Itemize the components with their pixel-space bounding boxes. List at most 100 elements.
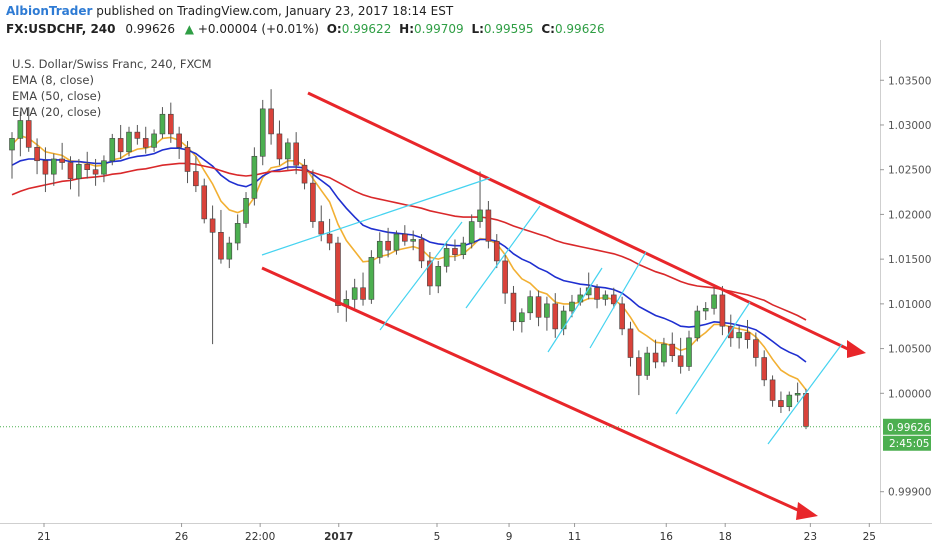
candle-body: [519, 312, 525, 323]
x-tick-label: 18: [719, 531, 732, 543]
candle-body: [535, 296, 542, 318]
cyan-trend-line: [547, 267, 603, 353]
cyan-trend-line: [589, 251, 647, 349]
candle-body: [259, 108, 266, 157]
candle-body: [393, 233, 400, 251]
candle-body: [117, 138, 124, 153]
x-tick-label: 9: [506, 531, 513, 543]
x-tick-label: 16: [660, 531, 674, 543]
legend-ema50[interactable]: EMA (50, close): [12, 89, 102, 103]
candle-body: [360, 287, 366, 300]
candle-body: [168, 113, 174, 135]
candle-body: [552, 303, 559, 330]
last-price: 0.99626: [125, 22, 175, 36]
candle-body: [694, 310, 701, 339]
candle-body: [560, 310, 567, 330]
symbol-label: FX:USDCHF, 240: [6, 22, 116, 36]
y-tick-label: 1.03500: [888, 75, 931, 87]
candle-body: [92, 169, 99, 175]
candle-body: [669, 343, 676, 357]
last-price-label-box: [883, 418, 931, 435]
candle-body: [368, 257, 375, 300]
published-text: published on TradingView.com, January 23…: [96, 4, 454, 18]
candle-body: [493, 240, 500, 262]
candle-body: [310, 182, 316, 222]
open-value: 0.99622: [341, 22, 392, 36]
open-key: O:: [326, 22, 342, 36]
candle-body: [736, 332, 742, 339]
candle-body: [109, 138, 116, 162]
legend-ema20[interactable]: EMA (20, close): [12, 105, 102, 119]
candle-body: [602, 294, 609, 300]
y-tick-label: 1.02500: [888, 165, 931, 177]
candle-body: [385, 240, 391, 251]
countdown-label-box: [883, 435, 931, 451]
candle-body: [610, 294, 617, 305]
y-tick-label: 0.99900: [888, 487, 931, 499]
candle-body: [276, 133, 283, 160]
close-value: 0.99626: [554, 22, 605, 36]
candle-body: [376, 240, 383, 258]
candle-body: [184, 147, 191, 172]
candle-body: [17, 120, 24, 139]
up-arrow-icon: ▲: [184, 22, 195, 36]
ema20-line: [11, 147, 807, 363]
candle-body: [711, 294, 717, 309]
candle-body: [510, 292, 517, 323]
candle-body: [76, 164, 82, 179]
candle-body: [285, 142, 291, 160]
candle-body: [201, 185, 208, 220]
candle-body: [34, 147, 40, 162]
cyan-trend-line: [767, 343, 843, 445]
candle-body: [435, 265, 442, 287]
x-tick-label: 23: [804, 531, 817, 543]
candle-body: [619, 303, 625, 330]
candle-body: [226, 242, 233, 260]
candle-body: [176, 133, 182, 148]
candle-body: [677, 355, 684, 367]
candle-body: [234, 223, 241, 244]
close-key: C:: [541, 22, 555, 36]
candle-body: [569, 301, 575, 312]
candle-body: [59, 158, 65, 163]
candle-body: [803, 393, 809, 427]
candle-body: [594, 287, 600, 300]
candle-body: [42, 160, 49, 175]
candle-body: [293, 142, 299, 166]
channel-lower-line: [261, 266, 801, 513]
candle-body: [652, 352, 659, 363]
candle-body: [769, 379, 776, 401]
candle-body: [209, 218, 216, 233]
y-tick-label: 1.00000: [888, 388, 931, 400]
legend-ema8[interactable]: EMA (8, close): [12, 73, 94, 87]
y-tick-label: 1.00500: [888, 344, 931, 356]
x-tick-label: 21: [37, 531, 50, 543]
x-tick-label: 25: [863, 531, 876, 543]
candle-body: [151, 133, 157, 148]
candle-body: [126, 131, 132, 153]
candle-body: [418, 239, 425, 262]
cyan-trend-line: [261, 177, 491, 256]
candle-body: [351, 287, 358, 300]
cyan-trend-line: [675, 301, 751, 415]
author-link[interactable]: AlbionTrader: [6, 4, 93, 18]
x-tick-label: 22:00: [245, 531, 275, 543]
y-tick-label: 1.01500: [888, 254, 931, 266]
candle-body: [84, 164, 91, 170]
candle-body: [744, 332, 751, 340]
x-tick-label: 2017: [324, 531, 353, 543]
candle-body: [134, 131, 141, 139]
last-price-label: 0.99626: [887, 422, 931, 434]
candle-body: [644, 352, 651, 376]
candle-body: [159, 113, 166, 135]
candle-body: [101, 160, 107, 175]
candle-body: [410, 239, 416, 242]
candle-body: [686, 337, 692, 367]
channel-upper-arrowhead-icon: [847, 340, 866, 358]
high-value: 0.99709: [414, 22, 464, 36]
price-chart[interactable]: 1.03500 1.03000 1.02500 1.02000 1.01500 1.010…: [0, 40, 932, 550]
candle-body: [443, 248, 450, 267]
chart-legend: U.S. Dollar/Swiss Franc, 240, FXCM EMA (…: [12, 56, 212, 120]
candle-body: [468, 221, 475, 244]
candle-body: [25, 120, 32, 148]
